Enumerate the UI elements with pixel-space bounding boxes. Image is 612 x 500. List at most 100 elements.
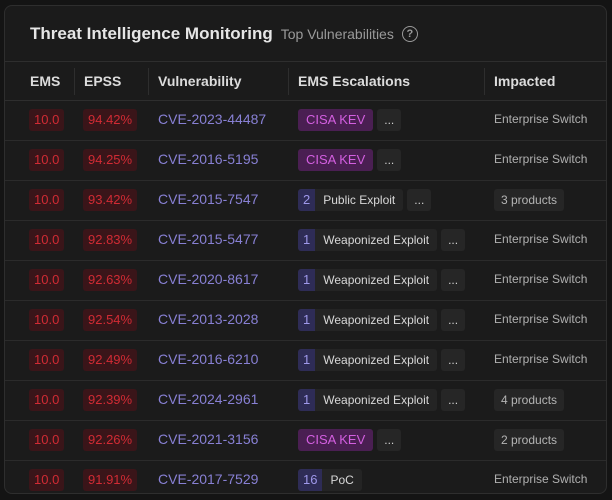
table-row[interactable]: 10.0 91.91% CVE-2017-7529 16 PoC Enterpri…	[5, 461, 606, 493]
cve-link[interactable]: CVE-2021-3156	[158, 431, 259, 447]
escalation-label: Weaponized Exploit	[315, 229, 438, 251]
escalation-badge: 2 Public Exploit	[298, 189, 404, 211]
table-row[interactable]: 10.0 92.39% CVE-2024-2961 1 Weaponized Ex…	[5, 381, 606, 421]
column-divider	[484, 68, 485, 95]
escalation-count: 16	[298, 469, 323, 491]
impacted: Enterprise Switch	[494, 152, 588, 166]
escalations: 1 Weaponized Exploit...	[298, 309, 466, 331]
escalations: 1 Weaponized Exploit...	[298, 389, 466, 411]
cve-link[interactable]: CVE-2015-7547	[158, 191, 259, 207]
table-row[interactable]: 10.0 94.42% CVE-2023-44487 CISA KEV... E…	[5, 101, 606, 141]
escalations: 1 Weaponized Exploit...	[298, 229, 466, 251]
column-divider	[288, 68, 289, 95]
epss-score: 93.42%	[83, 189, 138, 211]
cve-link[interactable]: CVE-2017-7529	[158, 471, 259, 487]
table-row[interactable]: 10.0 92.54% CVE-2013-2028 1 Weaponized Ex…	[5, 301, 606, 341]
epss-score: 92.26%	[83, 429, 138, 451]
more-escalations-button[interactable]: ...	[377, 109, 402, 131]
impacted: Enterprise Switch	[494, 352, 588, 366]
column-divider	[74, 68, 75, 95]
escalations: CISA KEV...	[298, 109, 402, 131]
impacted: Enterprise Switch	[494, 112, 588, 126]
escalation-badge: 1 Weaponized Exploit	[298, 309, 438, 331]
cisa-kev-badge: CISA KEV	[298, 149, 374, 171]
epss-score: 92.49%	[83, 349, 138, 371]
ems-score: 10.0	[29, 269, 65, 291]
ems-score: 10.0	[29, 149, 65, 171]
ems-score: 10.0	[29, 109, 65, 131]
column-divider	[148, 68, 149, 95]
cisa-kev-badge: CISA KEV	[298, 429, 374, 451]
escalation-label: Weaponized Exploit	[315, 349, 438, 371]
column-ems[interactable]: EMS	[30, 73, 61, 89]
help-icon[interactable]: ?	[401, 25, 418, 42]
escalation-label: Weaponized Exploit	[315, 389, 438, 411]
escalation-count: 1	[298, 309, 316, 331]
escalation-count: 1	[298, 389, 316, 411]
ems-score: 10.0	[29, 229, 65, 251]
more-escalations-button[interactable]: ...	[441, 349, 466, 371]
table-row[interactable]: 10.0 92.49% CVE-2016-6210 1 Weaponized Ex…	[5, 341, 606, 381]
more-escalations-button[interactable]: ...	[377, 429, 402, 451]
escalations: CISA KEV...	[298, 429, 402, 451]
threat-intel-card: Threat Intelligence Monitoring Top Vulne…	[4, 5, 607, 494]
escalation-label: Public Exploit	[315, 189, 404, 211]
escalations: 1 Weaponized Exploit...	[298, 269, 466, 291]
table-row[interactable]: 10.0 93.42% CVE-2015-7547 2 Public Exploi…	[5, 181, 606, 221]
more-escalations-button[interactable]: ...	[441, 309, 466, 331]
impacted: Enterprise Switch	[494, 272, 588, 286]
escalations: 2 Public Exploit...	[298, 189, 432, 211]
escalation-badge: 1 Weaponized Exploit	[298, 229, 438, 251]
column-impacted[interactable]: Impacted	[494, 73, 556, 89]
escalation-badge: 1 Weaponized Exploit	[298, 269, 438, 291]
epss-score: 92.39%	[83, 389, 138, 411]
impacted[interactable]: 2 products	[494, 429, 565, 451]
more-escalations-button[interactable]: ...	[441, 389, 466, 411]
cve-link[interactable]: CVE-2013-2028	[158, 311, 259, 327]
column-vulnerability[interactable]: Vulnerability	[158, 73, 242, 89]
more-escalations-button[interactable]: ...	[377, 149, 402, 171]
cve-link[interactable]: CVE-2016-5195	[158, 151, 259, 167]
ems-score: 10.0	[29, 429, 65, 451]
impacted: Enterprise Switch	[494, 232, 588, 246]
escalation-label: PoC	[322, 469, 362, 491]
escalation-label: Weaponized Exploit	[315, 309, 438, 331]
escalation-badge: 1 Weaponized Exploit	[298, 389, 438, 411]
column-epss[interactable]: EPSS	[84, 73, 122, 89]
epss-score: 94.25%	[83, 149, 138, 171]
escalations: 1 Weaponized Exploit...	[298, 349, 466, 371]
escalations: 16 PoC	[298, 469, 362, 491]
table-row[interactable]: 10.0 94.25% CVE-2016-5195 CISA KEV... En…	[5, 141, 606, 181]
cve-link[interactable]: CVE-2015-5477	[158, 231, 259, 247]
cisa-kev-badge: CISA KEV	[298, 109, 374, 131]
ems-score: 10.0	[29, 389, 65, 411]
cve-link[interactable]: CVE-2024-2961	[158, 391, 259, 407]
table-body: 10.0 94.42% CVE-2023-44487 CISA KEV... E…	[5, 101, 606, 493]
card-header: Threat Intelligence Monitoring Top Vulne…	[5, 6, 606, 62]
table-row[interactable]: 10.0 92.63% CVE-2020-8617 1 Weaponized Ex…	[5, 261, 606, 301]
escalation-count: 1	[298, 269, 316, 291]
epss-score: 94.42%	[83, 109, 138, 131]
table-row[interactable]: 10.0 92.26% CVE-2021-3156 CISA KEV... 2 …	[5, 421, 606, 461]
ems-score: 10.0	[29, 309, 65, 331]
cve-link[interactable]: CVE-2020-8617	[158, 271, 259, 287]
table-row[interactable]: 10.0 92.83% CVE-2015-5477 1 Weaponized Ex…	[5, 221, 606, 261]
column-ems-escalations[interactable]: EMS Escalations	[298, 73, 411, 89]
more-escalations-button[interactable]: ...	[441, 229, 466, 251]
escalation-badge: 1 Weaponized Exploit	[298, 349, 438, 371]
impacted[interactable]: 3 products	[494, 189, 565, 211]
epss-score: 92.83%	[83, 229, 138, 251]
impacted[interactable]: 4 products	[494, 389, 565, 411]
cve-link[interactable]: CVE-2016-6210	[158, 351, 259, 367]
more-escalations-button[interactable]: ...	[407, 189, 432, 211]
escalation-count: 1	[298, 349, 316, 371]
cve-link[interactable]: CVE-2023-44487	[158, 111, 267, 127]
card-subtitle: Top Vulnerabilities	[280, 25, 394, 42]
ems-score: 10.0	[29, 469, 65, 491]
more-escalations-button[interactable]: ...	[441, 269, 466, 291]
escalations: CISA KEV...	[298, 149, 402, 171]
ems-score: 10.0	[29, 189, 65, 211]
escalation-count: 1	[298, 229, 316, 251]
card-title: Threat Intelligence Monitoring	[30, 23, 273, 43]
epss-score: 92.63%	[83, 269, 138, 291]
